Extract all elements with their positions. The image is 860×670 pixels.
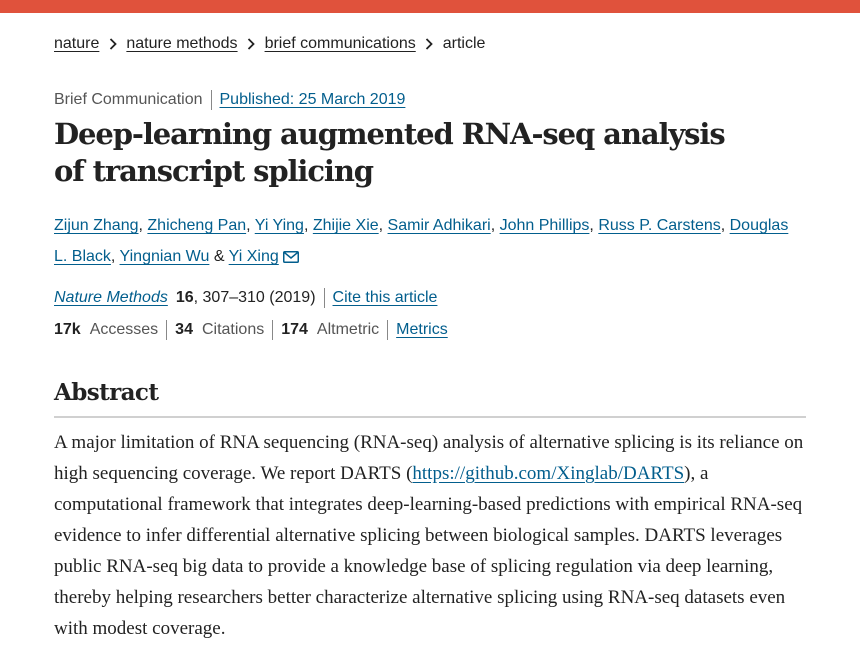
article-type: Brief Communication <box>54 91 203 108</box>
author-link[interactable]: Zhicheng Pan <box>147 217 247 234</box>
citation-line: Nature Methods 16 , 307–310 (2019) Cite … <box>54 288 437 308</box>
breadcrumb-link-nature[interactable]: nature <box>54 35 100 52</box>
article-metrics: 17k Accesses 34 Citations 174 Altmetric … <box>54 320 448 340</box>
author-separator: , <box>138 217 148 234</box>
brand-accent-bar <box>0 0 860 13</box>
volume-number: 16 <box>175 289 194 306</box>
chevron-right-icon <box>238 38 265 50</box>
section-divider <box>54 416 806 418</box>
citations-label: Citations <box>201 321 265 338</box>
author-list: Zijun Zhang, Zhicheng Pan, Yi Ying, Zhij… <box>54 210 806 274</box>
author-separator: , <box>303 217 313 234</box>
author-link[interactable]: Yingnian Wu <box>119 248 210 265</box>
accesses-label: Accesses <box>89 321 159 338</box>
github-link[interactable]: https://github.com/Xinglab/DARTS <box>412 463 685 484</box>
published-date-link[interactable]: Published: 25 March 2019 <box>219 91 406 108</box>
author-link-corresponding[interactable]: Yi Xing <box>228 248 279 265</box>
abstract-text: A major limitation of RNA sequencing (RN… <box>54 427 806 644</box>
author-link[interactable]: Zhijie Xie <box>312 217 379 234</box>
article-title: Deep-learning augmented RNA-seq analysis… <box>54 117 726 188</box>
breadcrumb-link-brief-communications[interactable]: brief communications <box>264 35 416 52</box>
author-link[interactable]: Douglas L. Black <box>54 217 789 265</box>
divider <box>272 320 274 340</box>
article-meta: Brief Communication Published: 25 March … <box>54 90 405 110</box>
author-link[interactable]: Russ P. Carstens <box>598 217 721 234</box>
altmetric-score: 174 <box>281 321 308 338</box>
author-link[interactable]: Yi Ying <box>254 217 304 234</box>
divider <box>323 288 325 308</box>
author-separator: , <box>246 217 255 234</box>
citations-count: 34 <box>175 321 193 338</box>
metrics-link[interactable]: Metrics <box>396 321 448 338</box>
pages-year: , 307–310 (2019) <box>193 289 316 306</box>
author-separator: , <box>110 248 120 265</box>
author-separator: , <box>490 217 500 234</box>
breadcrumb: nature nature methods brief communicatio… <box>54 34 485 54</box>
divider <box>210 90 212 110</box>
divider <box>166 320 168 340</box>
chevron-right-icon <box>416 38 443 50</box>
author-separator: , <box>378 217 388 234</box>
abstract-text-part: ), a computational framework that integr… <box>54 463 803 639</box>
mail-icon[interactable] <box>282 243 299 274</box>
author-separator: , <box>589 217 599 234</box>
divider <box>387 320 389 340</box>
abstract-text-part: A major limitation of RNA sequencing (RN… <box>54 432 804 484</box>
abstract-heading: Abstract <box>54 379 159 406</box>
author-link[interactable]: Samir Adhikari <box>387 217 491 234</box>
chevron-right-icon <box>99 38 126 50</box>
breadcrumb-link-nature-methods[interactable]: nature methods <box>126 35 238 52</box>
cite-article-link[interactable]: Cite this article <box>332 289 438 306</box>
author-link[interactable]: John Phillips <box>499 217 590 234</box>
altmetric-label: Altmetric <box>316 321 380 338</box>
journal-link[interactable]: Nature Methods <box>54 289 168 306</box>
author-separator: & <box>209 248 229 265</box>
accesses-count: 17k <box>54 321 81 338</box>
author-link[interactable]: Zijun Zhang <box>54 217 139 234</box>
breadcrumb-current: article <box>442 35 486 52</box>
author-separator: , <box>720 217 730 234</box>
